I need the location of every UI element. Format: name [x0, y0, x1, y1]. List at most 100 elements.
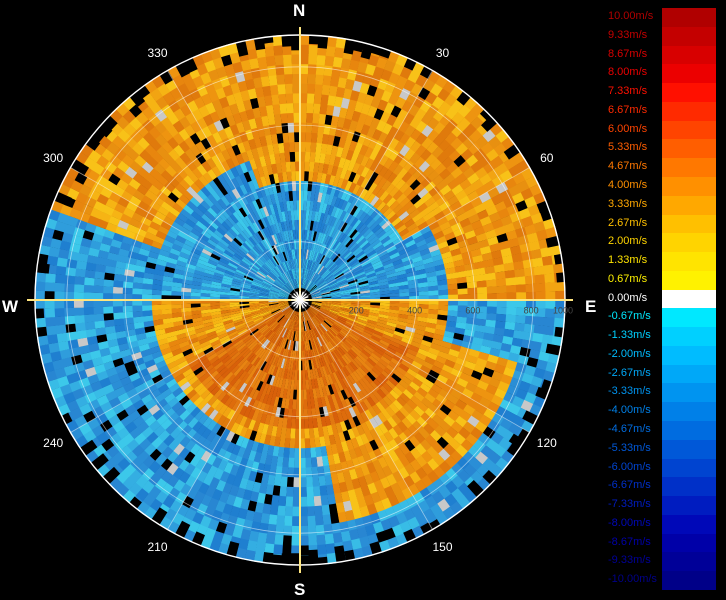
legend-label: 0.00m/s	[608, 291, 648, 304]
legend-swatch	[662, 327, 716, 347]
legend-label: 8.00m/s	[608, 66, 648, 79]
legend-swatch	[662, 233, 716, 253]
legend-swatch	[662, 45, 716, 65]
legend-swatch	[662, 101, 716, 122]
compass-west-label: W	[2, 297, 19, 316]
legend-swatch	[662, 552, 716, 572]
legend-row: -5.33m/s	[606, 439, 718, 460]
legend-row: 2.67m/s	[606, 214, 718, 234]
azimuth-spoke	[70, 167, 301, 301]
legend-label: 2.67m/s	[608, 216, 648, 229]
legend-swatch	[662, 402, 716, 422]
legend-row: 0.00m/s	[606, 289, 718, 309]
azimuth-spoke	[167, 299, 301, 530]
legend-row: -2.00m/s	[606, 345, 718, 366]
legend-row: -1.33m/s	[606, 327, 718, 347]
legend-swatch	[662, 26, 716, 47]
radar-center-marker	[295, 291, 305, 309]
legend-label: 2.00m/s	[608, 235, 648, 248]
legend-label: -9.33m/s	[608, 554, 651, 567]
legend-row: -4.00m/s	[606, 402, 718, 422]
legend-row: -10.00m/s	[606, 571, 718, 591]
legend-swatch	[662, 252, 716, 272]
legend-swatch	[662, 383, 716, 403]
azimuth-label-60: 60	[540, 150, 554, 165]
legend-swatch	[662, 120, 716, 140]
legend-swatch	[662, 421, 716, 441]
legend-label: -0.67m/s	[608, 310, 651, 323]
legend-swatch	[662, 289, 716, 309]
range-label: 800	[523, 305, 539, 316]
legend-swatch	[662, 64, 716, 84]
azimuth-label-240: 240	[43, 435, 64, 450]
azimuth-label-210: 210	[147, 539, 168, 554]
legend-row: 2.00m/s	[606, 233, 718, 253]
azimuth-spoke	[299, 299, 433, 530]
compass-east-label: E	[585, 297, 597, 316]
legend-row: 6.00m/s	[606, 120, 718, 140]
compass-north-label: N	[293, 1, 306, 20]
legend-label: 3.33m/s	[608, 197, 648, 210]
legend-swatch	[662, 477, 716, 497]
azimuth-spoke	[299, 299, 530, 433]
legend-row: -0.67m/s	[606, 308, 718, 328]
legend-label: 4.67m/s	[608, 160, 648, 173]
compass-south-label: S	[294, 580, 306, 599]
legend-label: 4.00m/s	[608, 178, 648, 191]
legend-swatch	[662, 533, 716, 553]
legend-swatch	[662, 270, 716, 291]
legend-row: 6.67m/s	[606, 101, 718, 122]
legend-label: -1.33m/s	[608, 329, 651, 342]
legend-label: -6.00m/s	[608, 460, 651, 473]
azimuth-label-300: 300	[43, 150, 64, 165]
legend-row: 5.33m/s	[606, 139, 718, 159]
legend-row: -6.67m/s	[606, 477, 718, 497]
azimuth-label-150: 150	[432, 539, 453, 554]
azimuth-label-30: 30	[435, 46, 450, 61]
legend-swatch	[662, 139, 716, 159]
legend-swatch	[662, 364, 716, 384]
legend-swatch	[662, 345, 716, 366]
legend-row: 10.00m/s	[606, 8, 718, 28]
radar-echo-field	[34, 34, 566, 566]
legend-row: 7.33m/s	[606, 83, 718, 103]
legend-swatch	[662, 8, 716, 28]
legend-label: 0.67m/s	[608, 272, 648, 285]
legend-label: 1.33m/s	[608, 254, 648, 267]
legend-swatch	[662, 439, 716, 460]
azimuth-label-330: 330	[147, 46, 168, 61]
azimuth-spoke	[299, 70, 433, 301]
legend-swatch	[662, 308, 716, 328]
legend-swatch	[662, 571, 716, 591]
azimuth-spoke	[70, 299, 301, 433]
legend-label: 9.33m/s	[608, 28, 648, 41]
legend-label: -8.67m/s	[608, 535, 651, 548]
legend-swatch	[662, 214, 716, 234]
legend-row: -4.67m/s	[606, 421, 718, 441]
legend-swatch	[662, 176, 716, 197]
legend-label: -10.00m/s	[608, 573, 657, 586]
azimuth-label-120: 120	[536, 435, 557, 450]
legend-label: 5.33m/s	[608, 141, 648, 154]
legend-row: 4.00m/s	[606, 176, 718, 197]
legend-row: -9.33m/s	[606, 552, 718, 572]
radar-ppi-display	[27, 27, 573, 573]
legend-label: -7.33m/s	[608, 498, 651, 511]
legend-row: 8.67m/s	[606, 45, 718, 65]
legend-label: 6.00m/s	[608, 122, 648, 135]
legend-row: -8.00m/s	[606, 514, 718, 535]
legend-row: 9.33m/s	[606, 26, 718, 47]
legend-swatch	[662, 195, 716, 215]
azimuth-spoke	[167, 70, 301, 301]
azimuth-spoke	[299, 167, 530, 301]
legend-label: -5.33m/s	[608, 441, 651, 454]
range-label: 1000	[552, 305, 574, 316]
legend-label: 8.67m/s	[608, 47, 648, 60]
legend-swatch	[662, 83, 716, 103]
legend-swatch	[662, 458, 716, 478]
legend-row: -8.67m/s	[606, 533, 718, 553]
legend-label: -3.33m/s	[608, 385, 651, 398]
legend-label: -4.00m/s	[608, 404, 651, 417]
legend-row: -3.33m/s	[606, 383, 718, 403]
legend-label: -2.67m/s	[608, 366, 651, 379]
